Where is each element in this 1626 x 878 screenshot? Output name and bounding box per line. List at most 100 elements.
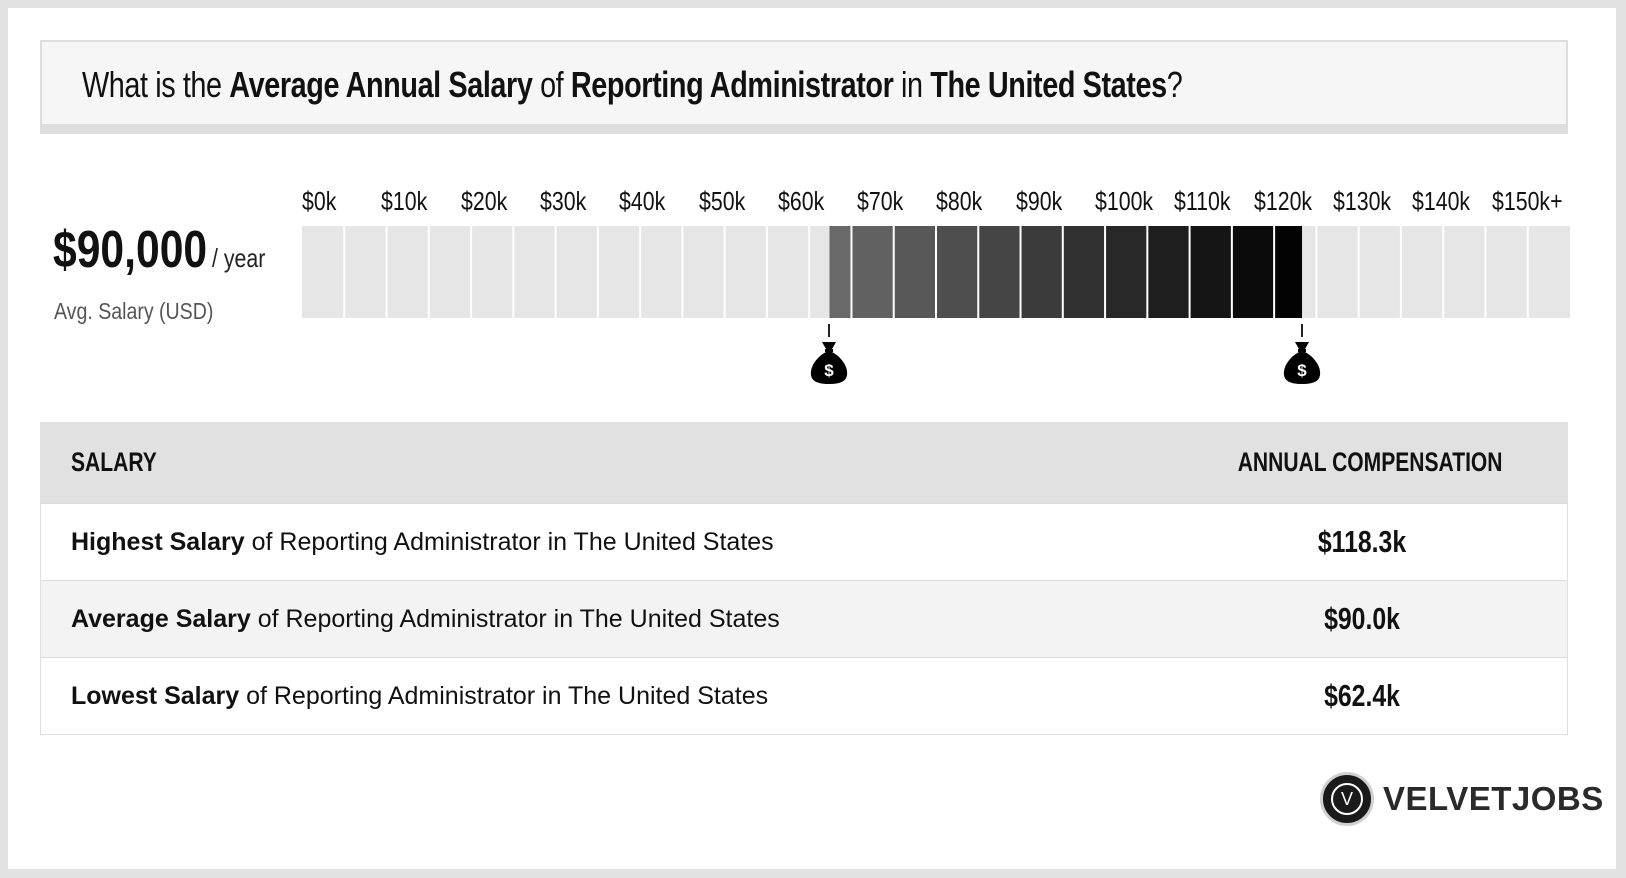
axis-tick-label: $30k [539,186,587,216]
bar-divider [1188,226,1191,318]
bar-segment-range [1189,226,1232,318]
bar-segment-range [1147,226,1190,318]
table-row-highest: Highest Salary of Reporting Administrato… [41,503,1567,580]
bar-segment-empty [471,226,514,318]
bar-divider [1484,226,1487,318]
bar-divider [554,226,557,318]
bar-divider [765,226,768,318]
axis-tick-label: $150k+ [1491,186,1563,216]
title-box: What is the Average Annual Salary of Rep… [40,40,1568,134]
row-label: Average Salary of Reporting Administrato… [71,605,780,633]
bar-segment-empty [1443,226,1486,318]
bar-divider [1442,226,1445,318]
salary-range-bar [302,226,1570,318]
table-row-average: Average Salary of Reporting Administrato… [41,580,1567,657]
axis-tick-label: $0k [302,186,337,216]
money-bag-icon: $ [811,342,848,384]
bar-segment-empty [640,226,683,318]
bar-segment-range [1274,226,1303,318]
axis-tick-label: $50k [698,186,745,216]
bar-segment-empty [428,226,472,318]
bar-divider [1273,226,1276,318]
bar-segment-empty [724,226,767,318]
money-bag-icon: $ [1283,342,1321,384]
bar-divider [723,226,726,318]
axis-tick-label: $70k [857,186,904,216]
bar-divider [1104,226,1107,318]
bar-segment-empty [513,226,556,318]
bar-divider [1061,226,1064,318]
bar-segment-empty [1527,226,1570,318]
bar-segment-range [978,226,1021,318]
bar-segment-empty [1358,226,1401,318]
axis-tick-label: $60k [777,186,825,216]
bar-segment-empty [766,226,810,318]
header-annual-compensation: ANNUAL COMPENSATION [1238,447,1503,477]
bar-segment-range [1020,226,1063,318]
average-unit: / year [212,243,266,273]
axis-tick-label: $10k [381,186,428,216]
axis-tick-label: $80k [936,186,983,216]
bar-divider [850,226,853,318]
axis-tick-label: $90k [1015,186,1062,216]
high-salary-marker: $ [1282,324,1322,394]
axis-tick-label: $110k [1174,186,1231,216]
bar-divider [470,226,473,318]
bar-segment-range [936,226,979,318]
axis-tick-label: $120k [1253,186,1312,216]
bar-divider [512,226,515,318]
average-amount: $90,000 [53,221,208,279]
row-label: Highest Salary of Reporting Administrato… [71,528,774,556]
bar-segment-empty [597,226,641,318]
axis-tick-labels: $0k $10k $20k $30k $40k $50k $60k $70k $80k $90k $… [302,186,1582,220]
bar-divider [639,226,642,318]
bar-segment-range [893,226,936,318]
bar-divider [385,226,388,318]
marker-stem [828,324,831,337]
average-salary-value: $90,000/ year [53,220,265,280]
bar-segment-empty [682,226,725,318]
bar-divider [1526,226,1529,318]
axis-tick-label: $130k [1332,186,1391,216]
bar-divider [343,226,346,318]
bar-divider [1146,226,1149,318]
dollar-sign: $ [1297,361,1307,380]
page-title: What is the Average Annual Salary of Rep… [82,64,1183,105]
bar-segment-empty [386,226,429,318]
bar-divider [1315,226,1318,318]
average-salary-label: Avg. Salary (USD) [54,298,214,324]
bar-segment-empty [555,226,598,318]
bar-divider [1230,226,1233,318]
axis-tick-label: $100k [1095,186,1154,216]
axis-tick-label: $40k [619,186,666,216]
axis-tick-label: $20k [460,186,507,216]
bar-divider [935,226,937,318]
low-salary-marker: $ [809,324,849,394]
bar-segment-range [851,226,894,318]
bar-segment-empty [1316,226,1359,318]
bar-divider [892,226,895,318]
bar-segment-empty [344,226,387,318]
bar-segment-range [1062,226,1106,318]
bar-divider [977,226,980,318]
bar-divider [596,226,599,318]
row-label: Lowest Salary of Reporting Administrator… [71,682,769,710]
axis-tick-label: $140k [1412,186,1471,216]
bar-segment-range [1105,226,1148,318]
bar-divider [1019,226,1022,318]
bar-divider [681,226,684,318]
logo-text: VELVETJOBS [1383,780,1604,817]
bar-segment-range [1231,226,1275,318]
bar-divider [1399,226,1402,318]
table-header: SALARY ANNUAL COMPENSATION [41,423,1567,503]
bar-segment-range [829,226,852,318]
bar-divider [808,226,811,318]
bar-divider [1357,226,1360,318]
header-salary: SALARY [71,447,157,477]
dollar-sign: $ [825,361,835,380]
bar-divider [427,226,430,318]
bar-segment-empty [302,226,345,318]
salary-table: SALARY ANNUAL COMPENSATION Highest Salar… [40,422,1568,735]
logo-badge-icon: V [1320,772,1374,826]
row-value: $62.4k [1324,678,1400,713]
